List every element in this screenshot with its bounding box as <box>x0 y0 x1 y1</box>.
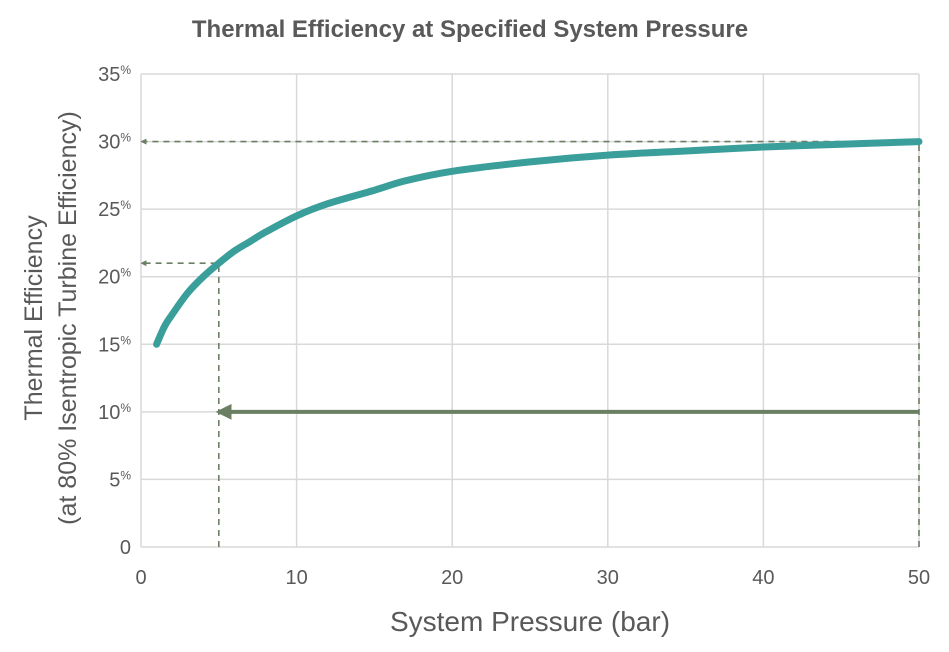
y-tick-suffix: % <box>120 333 131 347</box>
y-tick-label: 0 <box>120 537 131 559</box>
y-tick-label: 15% <box>98 333 131 356</box>
y-tick-value: 30 <box>98 132 120 154</box>
y-axis-label-line-1: Thermal Efficiency <box>20 215 48 421</box>
y-tick-label: 35% <box>98 63 131 86</box>
y-tick-suffix: % <box>120 401 131 415</box>
y-tick-label: 20% <box>98 266 131 289</box>
y-axis-ticks: 05%10%15%20%25%30%35% <box>98 63 131 559</box>
x-tick-label: 30 <box>597 567 619 589</box>
x-tick-label: 20 <box>441 567 463 589</box>
y-tick-value: 15 <box>98 334 120 356</box>
chart-title: Thermal Efficiency at Specified System P… <box>192 16 748 43</box>
y-tick-value: 10 <box>98 402 120 424</box>
y-tick-value: 20 <box>98 267 120 289</box>
y-axis-label: Thermal Efficiency (at 80% Isentropic Tu… <box>20 111 82 525</box>
x-axis-ticks: 0 10 20 30 40 50 <box>135 567 930 589</box>
y-tick-label: 10% <box>98 401 131 424</box>
x-tick-label: 10 <box>285 567 307 589</box>
x-axis-label: System Pressure (bar) <box>390 606 670 637</box>
y-tick-suffix: % <box>120 198 131 212</box>
x-tick-label: 0 <box>135 567 146 589</box>
y-tick-label: 5% <box>109 468 131 491</box>
y-tick-value: 5 <box>109 469 120 491</box>
x-tick-label: 40 <box>752 567 774 589</box>
y-tick-label: 30% <box>98 131 131 154</box>
y-tick-value: 35 <box>98 64 120 86</box>
y-tick-suffix: % <box>120 468 131 482</box>
efficiency-series-line <box>153 138 923 348</box>
y-axis-label-line-2: (at 80% Isentropic Turbine Efficiency) <box>54 111 82 525</box>
annotation-layer <box>140 138 920 547</box>
y-tick-suffix: % <box>120 63 131 77</box>
y-tick-value: 0 <box>120 537 131 559</box>
y-tick-suffix: % <box>120 266 131 280</box>
x-tick-label: 50 <box>908 567 930 589</box>
y-tick-label: 25% <box>98 198 131 221</box>
y-tick-suffix: % <box>120 131 131 145</box>
y-tick-value: 25 <box>98 199 120 221</box>
series-layer <box>153 138 923 348</box>
dashed-guide-arrow <box>140 260 220 547</box>
